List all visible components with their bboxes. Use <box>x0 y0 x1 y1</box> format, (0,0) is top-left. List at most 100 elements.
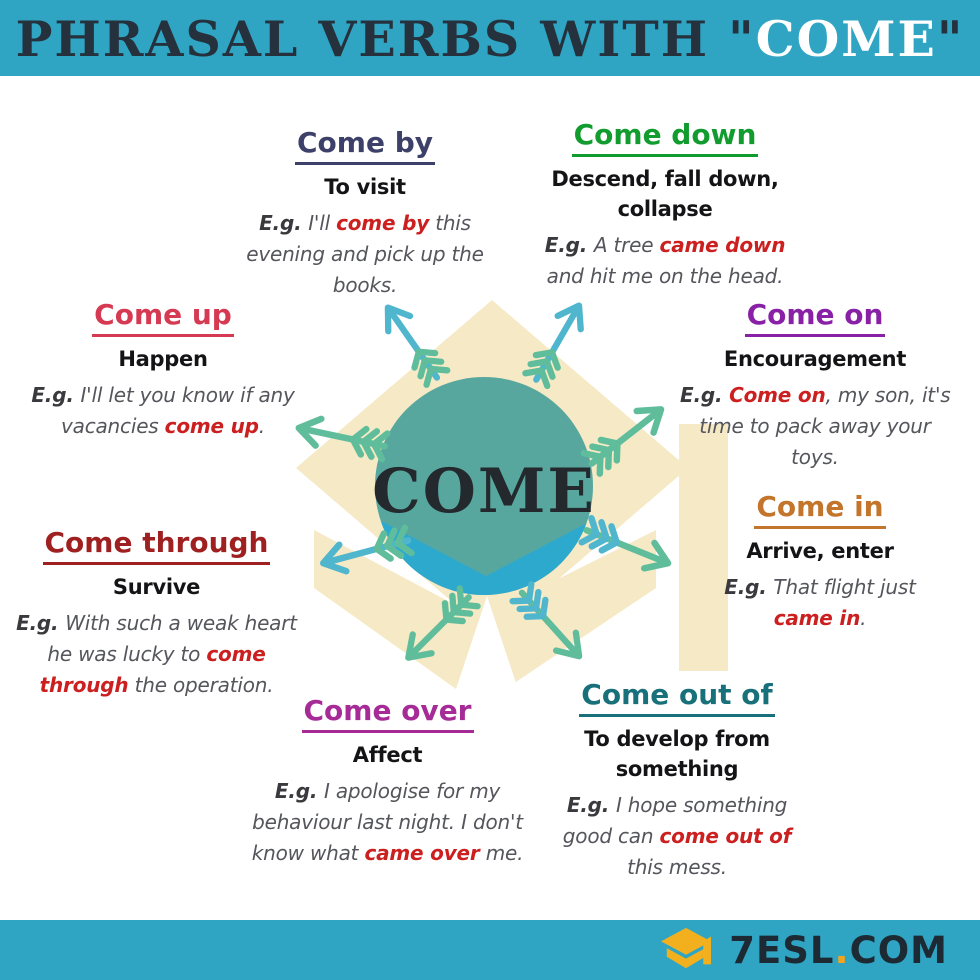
definition-line: Happen <box>118 347 208 371</box>
example-text: this mess. <box>627 855 727 879</box>
example-text: this <box>429 211 471 235</box>
arrow-shaft-head <box>320 537 412 575</box>
section-title: Come in <box>700 490 940 529</box>
section-come-up: Come up Happen E.g. I'll let you know if… <box>8 298 318 442</box>
phrasal-verb-highlight: Come on <box>729 383 826 407</box>
arrow-ne-icon <box>522 302 584 390</box>
center-circle-chevron <box>375 514 593 595</box>
section-come-on: Come on Encouragement E.g. Come on, my s… <box>680 298 951 473</box>
text-part: PHRASAL VERBS WITH <box>15 10 729 68</box>
example-line: toys. <box>680 442 950 473</box>
phrasal-verb-highlight: come <box>206 642 266 666</box>
example-label: E.g. <box>259 211 309 235</box>
section-example: E.g. I'll come by this evening and pick u… <box>225 208 505 301</box>
example-label: E.g. <box>31 383 81 407</box>
example-line: time to pack away your <box>680 411 950 442</box>
example-label: E.g. <box>724 575 774 599</box>
example-line: good can come out of <box>557 821 797 852</box>
section-come-in: Come in Arrive, enter E.g. That flight j… <box>700 490 940 634</box>
phrasal-verb-title: Come over <box>301 694 474 733</box>
example-line: E.g. I hope something <box>557 790 797 821</box>
example-text: evening and pick up the <box>246 242 484 266</box>
example-label: E.g. <box>566 793 616 817</box>
definition-line: Survive <box>112 575 201 599</box>
section-definition: Survive <box>14 572 299 602</box>
arrow-shaft-head <box>518 589 583 660</box>
section-definition: Affect <box>230 740 545 770</box>
arrow-shaft-head <box>384 304 441 381</box>
arrow-shaft-head <box>583 527 672 572</box>
arrow-feathers <box>580 436 621 477</box>
page-title: PHRASAL VERBS WITH "COME" <box>0 0 980 76</box>
section-title: Come by <box>225 126 505 165</box>
example-text: . <box>860 606 867 630</box>
arrow-feathers <box>578 515 620 554</box>
section-example: E.g. A tree came down and hit me on the h… <box>537 230 793 292</box>
section-come-down: Come down Descend, fall down, collapse E.… <box>537 118 793 292</box>
example-line: through the operation. <box>14 670 299 701</box>
example-label: E.g. <box>544 233 594 257</box>
example-text: I hope something <box>615 793 788 817</box>
example-text: A tree <box>593 233 660 257</box>
center-circle <box>375 377 593 595</box>
phrasal-verb-highlight: came over <box>364 841 480 865</box>
example-label: E.g. <box>274 779 324 803</box>
section-title: Come through <box>14 526 299 565</box>
arrow-ssw-icon <box>405 585 481 661</box>
example-label: E.g. <box>680 383 730 407</box>
text-part: COME <box>755 10 937 68</box>
section-title: Come over <box>230 694 545 733</box>
example-text: good can <box>562 824 660 848</box>
example-line: E.g. I'll let you know if any <box>8 380 318 411</box>
definition-line: something <box>615 757 739 781</box>
definition-line: To develop from <box>584 727 770 751</box>
example-text: the operation. <box>128 673 274 697</box>
arrow-nw-icon <box>384 304 451 388</box>
arrow-feathers <box>441 585 481 625</box>
example-text: I apologise for my <box>323 779 501 803</box>
phrasal-verb-title: Come in <box>754 490 886 529</box>
cap-diamond <box>661 927 712 955</box>
phrasal-verb-title: Come through <box>42 526 271 565</box>
example-line: he was lucky to come <box>14 639 299 670</box>
section-example: E.g. I'll let you know if any vacancies c… <box>8 380 318 442</box>
phrasal-verb-highlight: came in <box>773 606 861 630</box>
phrasal-verb-highlight: came down <box>659 233 786 257</box>
watermark-cap-tassel <box>679 424 728 671</box>
definition-line: collapse <box>617 197 713 221</box>
arrow-feathers <box>522 349 561 390</box>
section-example: E.g. That flight just came in. <box>700 572 940 634</box>
example-text: he was lucky to <box>47 642 207 666</box>
example-line: behaviour last night. I don't <box>230 807 545 838</box>
section-definition: Arrive, enter <box>700 536 940 566</box>
phrasal-verb-title: Come down <box>571 118 759 157</box>
phrasal-verb-highlight: come out of <box>659 824 792 848</box>
section-definition: Encouragement <box>680 344 950 374</box>
example-line: evening and pick up the <box>225 239 505 270</box>
example-text: and hit me on the head. <box>546 264 784 288</box>
arrow-feathers <box>373 524 415 562</box>
arrow-feathers <box>349 425 391 463</box>
header-bar: PHRASAL VERBS WITH "COME" <box>0 0 980 76</box>
graduation-cap-icon <box>661 927 712 969</box>
section-come-by: Come by To visit E.g. I'll come by this e… <box>225 126 505 301</box>
example-text: me. <box>479 841 524 865</box>
example-line: E.g. Come on, my son, it's <box>680 380 951 411</box>
section-come-over: Come over Affect E.g. I apologise for my… <box>230 694 545 869</box>
arrow-ese-icon <box>578 515 672 572</box>
section-title: Come down <box>537 118 793 157</box>
example-line: E.g. With such a weak heart <box>14 608 299 639</box>
text-part: . <box>834 928 850 972</box>
arrow-shaft-head <box>405 594 472 661</box>
example-text: That flight just <box>773 575 916 599</box>
phrasal-verb-title: Come by <box>295 126 435 165</box>
example-text: vacancies <box>61 414 165 438</box>
section-definition: Happen <box>8 344 318 374</box>
section-example: E.g. With such a weak heart he was lucky … <box>14 608 299 701</box>
cap-tassel <box>703 936 712 965</box>
footer-bar: 7ESL.COM <box>0 920 980 980</box>
definition-line: Arrive, enter <box>746 539 894 563</box>
example-line: E.g. I apologise for my <box>230 776 545 807</box>
center-label: COME <box>372 456 596 527</box>
